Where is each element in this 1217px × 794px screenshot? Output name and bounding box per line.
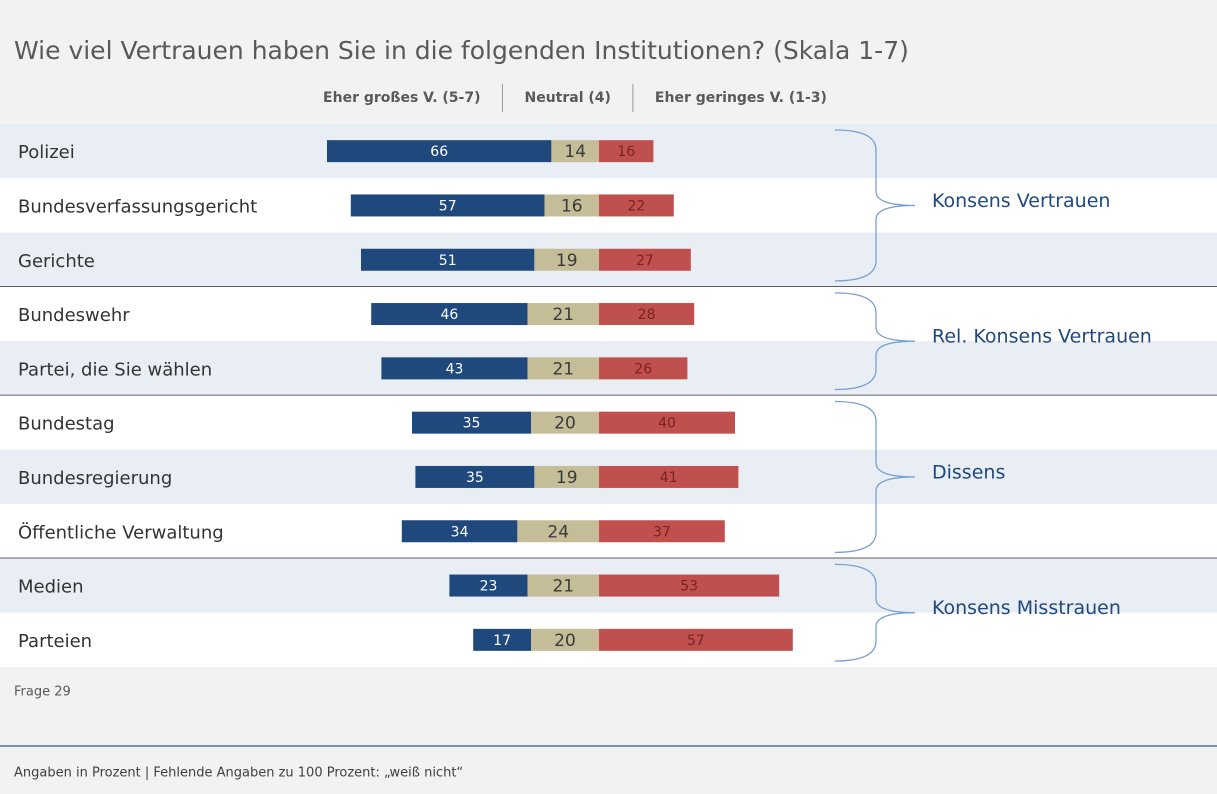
bar-segment (599, 465, 739, 488)
bar-segment (531, 628, 599, 651)
category-label: Partei, die Sie wählen (18, 359, 212, 380)
data-label: 20 (554, 631, 576, 651)
category-label: Öffentliche Verwaltung (18, 521, 224, 543)
bar-segment (599, 303, 695, 326)
bar-segment (599, 248, 691, 271)
bar-segment (527, 574, 599, 597)
data-label: 20 (554, 414, 576, 434)
data-label: 19 (556, 468, 578, 488)
bar-segment (412, 411, 531, 434)
data-label: 14 (564, 142, 586, 162)
category-label: Bundeswehr (18, 305, 130, 326)
bar-segment (599, 194, 674, 217)
bar-segment (599, 411, 735, 434)
category-label: Bundestag (18, 414, 115, 435)
bar-segment (599, 628, 793, 651)
data-label: 24 (547, 522, 569, 542)
legend-item: Neutral (4) (524, 90, 610, 106)
bar-segment (599, 520, 725, 543)
data-label: 17 (493, 633, 511, 649)
bar-segment (415, 465, 535, 488)
bar-segment (527, 357, 599, 380)
note: Frage 29 (14, 685, 71, 700)
data-label: 43 (446, 361, 464, 377)
data-label: 26 (634, 361, 652, 377)
group-label: Dissens (932, 461, 1005, 483)
bar-segment (531, 411, 599, 434)
data-label: 57 (687, 633, 705, 649)
data-label: 16 (561, 196, 583, 216)
data-label: 21 (552, 305, 574, 325)
data-label: 16 (617, 144, 635, 160)
data-label: 41 (660, 470, 678, 486)
group-label: Konsens Vertrauen (932, 190, 1110, 212)
group-bracket (834, 129, 916, 282)
bar-segment (473, 628, 531, 651)
bar-segment (449, 574, 528, 597)
bar-segment (599, 357, 688, 380)
bar-segment (534, 248, 599, 271)
legend-item: Eher geringes V. (1-3) (655, 90, 827, 106)
data-label: 53 (680, 579, 698, 595)
data-label: 28 (638, 307, 656, 323)
legend-item: Eher großes V. (5-7) (323, 90, 480, 106)
data-label: 22 (627, 198, 645, 214)
bar-segment (371, 303, 528, 326)
category-label: Medien (18, 577, 84, 598)
bar-segment (534, 465, 599, 488)
bar-segment (350, 194, 545, 217)
group-bracket (834, 292, 916, 391)
bar-segment (551, 140, 599, 163)
bar-segment (517, 520, 599, 543)
bar-segment (327, 140, 552, 163)
category-label: Bundesverfassungsgericht (18, 196, 257, 217)
category-label: Bundesregierung (18, 468, 172, 489)
data-label: 35 (463, 416, 481, 432)
bar-segment (599, 140, 654, 163)
data-label: 37 (653, 524, 671, 540)
data-label: 27 (636, 253, 654, 269)
chart-title: Wie viel Vertrauen haben Sie in die folg… (14, 36, 909, 65)
data-label: 19 (556, 251, 578, 271)
data-label: 35 (466, 470, 484, 486)
group-label: Rel. Konsens Vertrauen (932, 326, 1152, 348)
bar-segment (544, 194, 599, 217)
bar-segment (401, 520, 518, 543)
data-label: 46 (440, 307, 458, 323)
data-label: 23 (480, 579, 498, 595)
data-label: 21 (552, 359, 574, 379)
footer: Angaben in Prozent | Fehlende Angaben zu… (14, 766, 463, 781)
category-label: Gerichte (18, 251, 95, 272)
data-label: 40 (658, 416, 676, 432)
bar-segment (381, 357, 528, 380)
data-label: 21 (552, 577, 574, 597)
legend: Eher großes V. (5-7) Neutral (4) Eher geri… (323, 84, 827, 112)
data-label: 34 (451, 524, 469, 540)
data-label: 66 (430, 144, 448, 160)
data-label: 57 (439, 198, 457, 214)
group-bracket (834, 563, 916, 662)
category-label: Polizei (18, 142, 75, 163)
group-bracket (834, 400, 916, 554)
bar-segment (527, 303, 599, 326)
bar-segment (361, 248, 535, 271)
category-label: Parteien (18, 631, 92, 652)
group-label: Konsens Misstrauen (932, 597, 1121, 619)
data-label: 51 (439, 253, 457, 269)
bar-segment (599, 574, 780, 597)
